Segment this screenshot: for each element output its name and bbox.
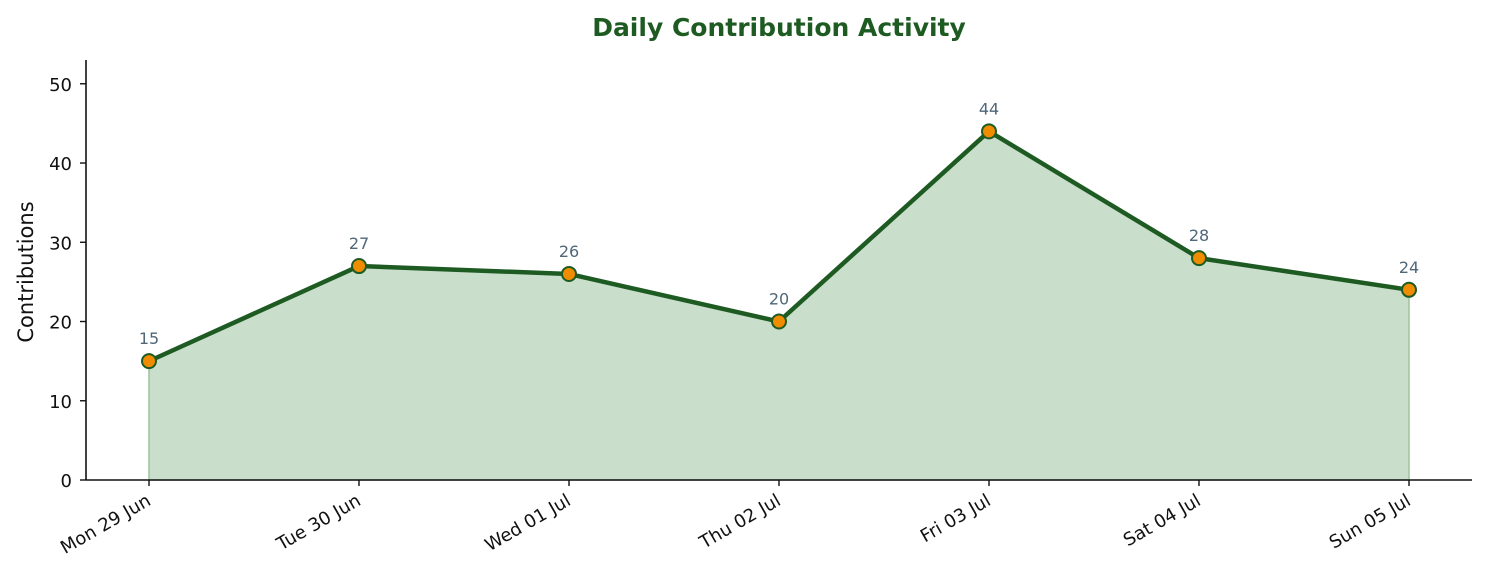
y-tick-label: 30 [49,233,72,254]
data-label: 15 [139,329,159,348]
y-axis-label: Contributions [14,201,38,342]
data-label: 44 [979,99,999,118]
y-tick-label: 10 [49,392,72,413]
x-tick-label: Mon 29 Jun [57,490,154,558]
data-label: 27 [349,234,369,253]
x-tick-label: Tue 30 Jun [272,490,364,555]
marker-layer [141,123,1417,370]
x-tick-label: Thu 02 Jul [695,490,784,554]
x-tick-label: Fri 03 Jul [917,490,995,547]
x-tick-label: Sun 05 Jul [1326,490,1415,553]
y-tick-label: 0 [61,471,72,492]
data-point-marker [771,313,787,330]
y-tick-label: 20 [49,313,72,334]
data-label: 26 [559,242,579,261]
data-point-marker [351,258,367,275]
y-tick-label: 50 [49,75,72,96]
chart-title: Daily Contribution Activity [592,13,966,42]
data-point-marker [1401,281,1417,298]
data-point-marker [981,123,997,140]
data-point-marker [141,353,157,370]
data-label: 28 [1189,226,1209,245]
data-point-marker [1191,250,1207,267]
data-label-layer: 15 27 26 20 44 28 24 [139,99,1419,348]
x-tick-label: Wed 01 Jul [481,490,574,556]
data-label: 20 [769,290,789,309]
data-label: 24 [1399,258,1419,277]
y-tick-label: 40 [49,154,72,175]
x-tick-label: Sat 04 Jul [1120,490,1205,551]
data-point-marker [561,265,577,282]
